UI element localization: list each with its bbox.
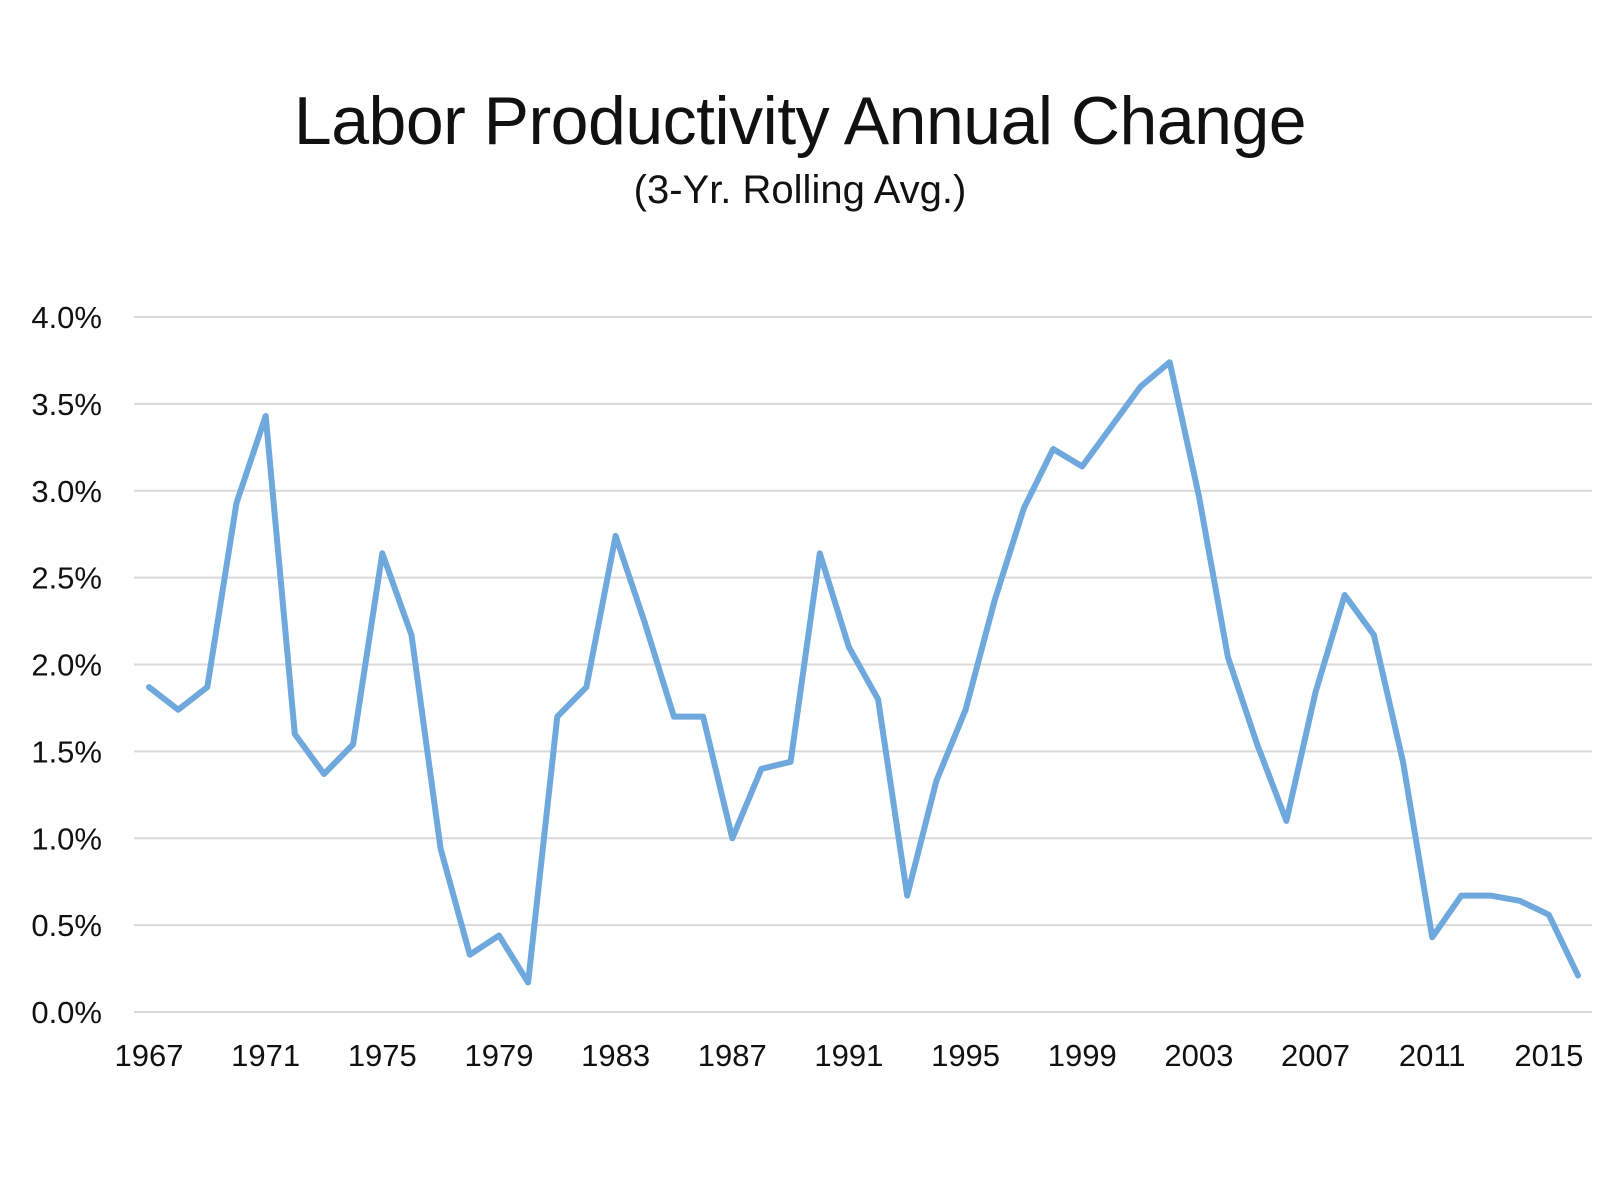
gridlines [134,316,1592,1013]
x-tick-label: 1999 [1048,1038,1117,1073]
y-tick-label: 2.5% [31,561,102,596]
x-tick-label: 2011 [1399,1038,1466,1073]
y-tick-label: 1.5% [31,734,102,769]
y-tick-label: 4.0% [31,300,102,335]
y-tick-label: 2.0% [31,648,102,683]
x-tick-label: 1967 [115,1038,184,1073]
series-layer [146,359,1581,986]
x-tick-label: 2007 [1281,1038,1350,1073]
x-axis-tick-labels: 1967 1971 1975 1979 1983 1987 1991 1995 1999 2003… [115,1038,1584,1073]
chart-subtitle: (3-Yr. Rolling Avg.) [633,168,967,212]
y-tick-label: 0.5% [31,908,102,943]
chart-title: Labor Productivity Annual Change [293,83,1307,159]
x-tick-label: 2015 [1514,1038,1583,1073]
y-tick-label: 1.0% [31,821,102,856]
x-tick-label: 1991 [814,1038,883,1073]
x-tick-label: 1983 [581,1038,650,1073]
x-tick-label: 1975 [348,1038,417,1073]
x-tick-label: 1995 [931,1038,1000,1073]
y-tick-label: 3.5% [31,387,102,422]
y-axis-tick-labels: 0.0% 0.5% 1.0% 1.5% 2.0% 2.5% 3.0% 3.5% 4.0% [31,300,102,1030]
series-line [146,359,1581,986]
x-tick-label: 2003 [1164,1038,1233,1073]
y-tick-label: 3.0% [31,474,102,509]
x-tick-label: 1971 [231,1038,300,1073]
x-tick-label: 1979 [464,1038,533,1073]
y-tick-label: 0.0% [31,995,102,1030]
x-tick-label: 1987 [698,1038,767,1073]
